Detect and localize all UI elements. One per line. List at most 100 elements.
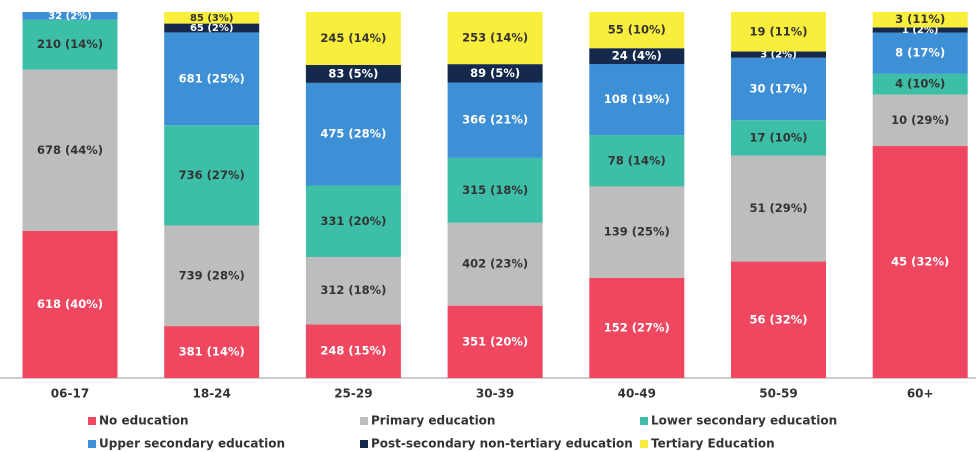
bar-segment xyxy=(447,305,543,378)
data-label: 152 (27%) xyxy=(604,320,670,334)
legend-swatch xyxy=(640,440,648,448)
bar-segment xyxy=(731,57,826,121)
bar-segment xyxy=(305,64,401,83)
legend-label: Lower secondary education xyxy=(651,414,837,428)
legend-label: Primary education xyxy=(371,414,495,428)
data-label: 381 (14%) xyxy=(179,345,245,359)
data-label: 681 (25%) xyxy=(179,71,245,85)
bar-segment xyxy=(447,82,543,158)
data-label: 32 (2%) xyxy=(48,11,92,22)
bar-segment xyxy=(22,12,118,20)
x-tick-label: 50-59 xyxy=(759,387,797,401)
legend-label: No education xyxy=(99,414,189,428)
bar-segment xyxy=(22,69,118,231)
x-tick-label: 60+ xyxy=(907,387,934,401)
bar-segment xyxy=(164,32,260,126)
x-tick-label: 18-24 xyxy=(193,387,231,401)
x-tick-label: 25-29 xyxy=(334,387,372,401)
bar-segment xyxy=(164,23,260,33)
data-label: 3 (2%) xyxy=(760,50,797,61)
bar-segment xyxy=(164,326,260,378)
data-label: 51 (29%) xyxy=(749,201,807,215)
data-label: 55 (10%) xyxy=(608,23,666,37)
data-label: 366 (21%) xyxy=(462,113,528,127)
bar-segment xyxy=(22,230,118,378)
data-label: 65 (2%) xyxy=(190,23,234,34)
legend-swatch xyxy=(88,417,96,425)
bar-segment xyxy=(164,225,260,327)
data-label: 139 (25%) xyxy=(604,225,670,239)
x-tick-label: 40-49 xyxy=(618,387,656,401)
data-label: 19 (11%) xyxy=(749,24,807,38)
x-tick-label: 06-17 xyxy=(51,387,89,401)
bar-segment xyxy=(589,12,685,49)
bar-segment xyxy=(447,157,543,223)
data-label: 4 (10%) xyxy=(895,77,945,91)
bar-segment xyxy=(731,51,826,58)
data-label: 618 (40%) xyxy=(37,297,103,311)
legend-swatch xyxy=(360,417,368,425)
bar-segment xyxy=(872,32,968,74)
data-label: 312 (18%) xyxy=(320,283,386,297)
data-label: 253 (14%) xyxy=(462,31,528,45)
legend-swatch xyxy=(360,440,368,448)
bar-segment xyxy=(731,261,826,378)
data-label: 3 (11%) xyxy=(895,12,945,26)
bar-segment xyxy=(589,48,685,65)
bar-segment xyxy=(447,64,543,83)
data-label: 108 (19%) xyxy=(604,92,670,106)
legend-label: Upper secondary education xyxy=(99,437,285,451)
data-label: 85 (3%) xyxy=(190,13,234,24)
data-label: 331 (20%) xyxy=(320,214,386,228)
bar-segment xyxy=(305,257,401,325)
data-label: 678 (44%) xyxy=(37,143,103,157)
legend-swatch xyxy=(640,417,648,425)
bar-segment xyxy=(589,64,685,136)
bar-segment xyxy=(589,186,685,278)
data-label: 736 (27%) xyxy=(179,168,245,182)
data-label: 45 (32%) xyxy=(891,255,949,269)
bar-segment xyxy=(164,12,260,24)
bar-segment xyxy=(22,19,118,70)
data-label: 210 (14%) xyxy=(37,37,103,51)
data-label: 315 (18%) xyxy=(462,183,528,197)
data-label: 739 (28%) xyxy=(179,268,245,282)
bar-segment xyxy=(731,120,826,156)
bar-segment xyxy=(872,73,968,95)
data-label: 24 (4%) xyxy=(612,49,662,63)
data-label: 475 (28%) xyxy=(320,127,386,141)
bar-segment xyxy=(731,155,826,262)
data-label: 245 (14%) xyxy=(320,31,386,45)
data-label: 56 (32%) xyxy=(749,312,807,326)
data-label: 89 (5%) xyxy=(470,66,520,80)
bar-segment xyxy=(305,82,401,186)
legend-swatch xyxy=(88,440,96,448)
data-label: 17 (10%) xyxy=(749,130,807,144)
legend-label: Post-secondary non-tertiary education xyxy=(371,437,633,451)
bar-segment xyxy=(872,94,968,147)
data-label: 78 (14%) xyxy=(608,153,666,167)
bar-segment xyxy=(305,12,401,65)
bar-segment xyxy=(589,277,685,378)
bar-segment xyxy=(731,12,826,52)
legend-label: Tertiary Education xyxy=(651,437,775,451)
bar-segment xyxy=(872,27,968,33)
data-label: 248 (15%) xyxy=(320,344,386,358)
data-label: 8 (17%) xyxy=(895,46,945,60)
data-label: 402 (23%) xyxy=(462,257,528,271)
bar-segment xyxy=(589,135,685,187)
bar-segment xyxy=(872,146,968,378)
data-label: 10 (29%) xyxy=(891,113,949,127)
bar-segment xyxy=(447,222,543,306)
bar-segment xyxy=(872,12,968,28)
data-label: 83 (5%) xyxy=(328,66,378,80)
data-label: 30 (17%) xyxy=(749,81,807,95)
bar-segment xyxy=(164,125,260,226)
bar-segment xyxy=(447,12,543,65)
bar-segment xyxy=(305,185,401,258)
bar-segment xyxy=(305,324,401,378)
data-label: 351 (20%) xyxy=(462,334,528,348)
data-label: 1 (2%) xyxy=(902,25,939,36)
x-tick-label: 30-39 xyxy=(476,387,514,401)
